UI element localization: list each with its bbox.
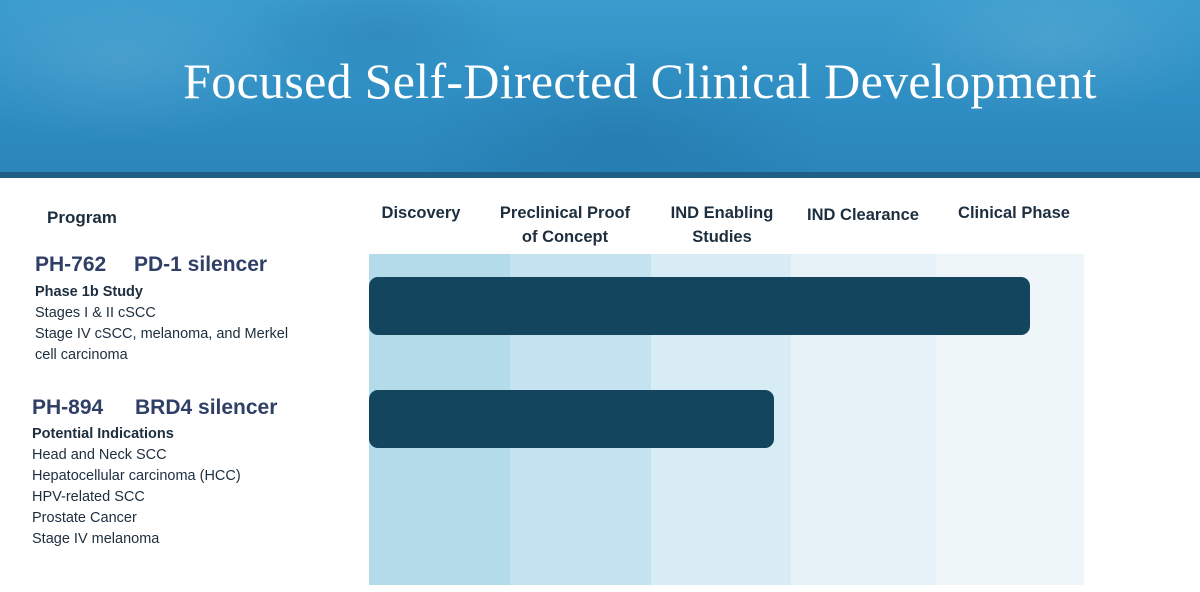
phase-header: Discovery — [341, 201, 501, 225]
program-name: PD-1 silencer — [134, 253, 268, 276]
banner-divider — [0, 172, 1200, 178]
phase-header-line: IND Clearance — [807, 206, 919, 224]
title-banner — [0, 0, 1200, 172]
program-code: PH-894 — [32, 396, 104, 419]
slide-title: Focused Self-Directed Clinical Developme… — [183, 53, 1097, 109]
phase-header: IND Enabling Studies — [642, 201, 802, 249]
program-detail-line: Stage IV cSCC, melanoma, and Merkel — [35, 326, 289, 342]
program-detail-line: Hepatocellular carcinoma (HCC) — [32, 468, 241, 484]
program-detail-line: Prostate Cancer — [32, 510, 137, 526]
program-subheading: Phase 1b Study — [35, 284, 143, 300]
phase-header: IND Clearance — [783, 203, 943, 227]
program-detail-line: Stages I & II cSCC — [35, 305, 156, 321]
phase-header-line: Preclinical Proof — [499, 204, 631, 222]
phase-header: Preclinical Proof of Concept — [485, 201, 645, 249]
program-column-header: Program — [47, 208, 117, 227]
program-code: PH-762 — [35, 253, 107, 276]
phase-header-line: Clinical Phase — [958, 204, 1070, 222]
phase-header: Clinical Phase — [934, 201, 1094, 225]
phase-header-line: of Concept — [521, 228, 609, 246]
program-detail-line: Head and Neck SCC — [32, 447, 167, 463]
progress-bar — [369, 390, 774, 448]
phase-header-line: Studies — [692, 228, 752, 246]
phase-header-line: Discovery — [381, 204, 461, 222]
program-subheading: Potential Indications — [32, 426, 174, 442]
program-detail-line: HPV-related SCC — [32, 489, 145, 505]
phase-header-line: IND Enabling — [670, 204, 774, 222]
program-detail-line: cell carcinoma — [35, 347, 128, 363]
progress-bar — [369, 277, 1030, 335]
program-name: BRD4 silencer — [135, 396, 278, 419]
program-detail-line: Stage IV melanoma — [32, 531, 160, 547]
